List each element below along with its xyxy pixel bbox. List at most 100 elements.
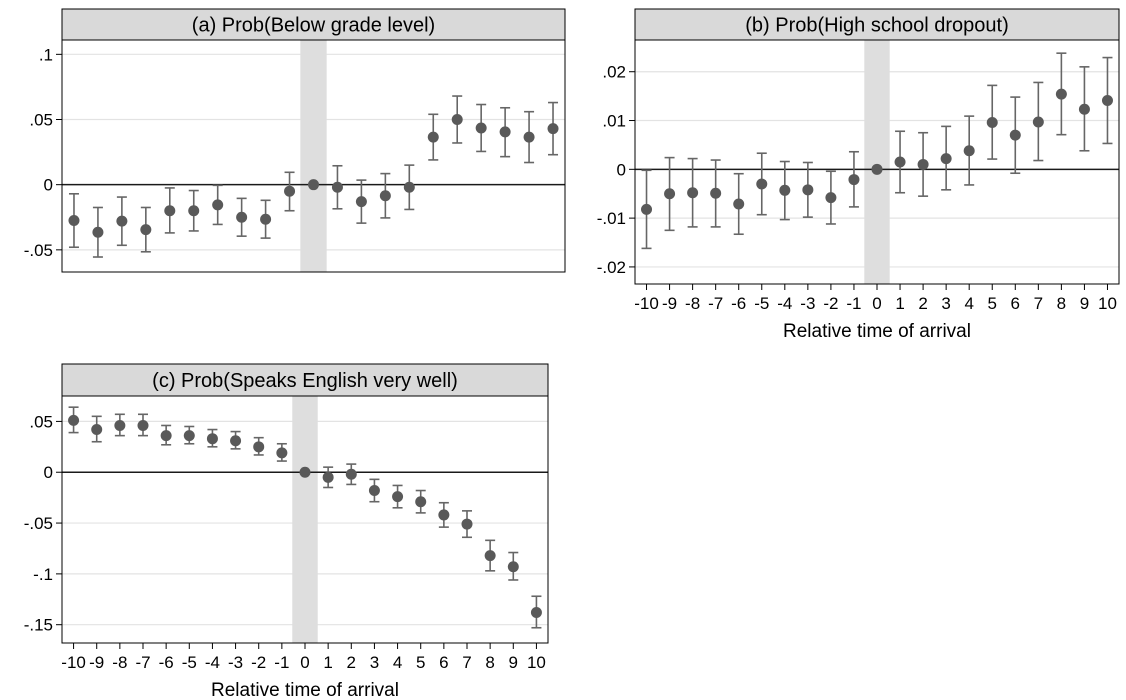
y-tick-label: .1 <box>39 45 53 64</box>
x-tick-label: -10 <box>634 294 659 313</box>
x-tick-label: -10 <box>61 653 86 672</box>
panel-title-bar <box>61 363 549 397</box>
data-point <box>986 116 998 128</box>
data-point <box>284 185 296 197</box>
data-point <box>1009 129 1021 141</box>
x-tick-label: -5 <box>182 653 197 672</box>
x-tick-label: 0 <box>300 653 309 672</box>
chart-panel-a: (a) Prob(Below grade level) -.05 0 .05 .1 <box>24 8 566 273</box>
data-point <box>253 441 265 453</box>
x-tick-label: -2 <box>251 653 266 672</box>
y-tick-label: -.01 <box>597 209 626 228</box>
data-point <box>871 163 883 175</box>
data-point <box>415 496 427 508</box>
x-tick-label: 5 <box>988 294 997 313</box>
data-point <box>451 114 463 126</box>
y-tick-label: .02 <box>602 63 626 82</box>
y-tick-label: 0 <box>44 176 53 195</box>
x-tick-label: -5 <box>754 294 769 313</box>
data-point <box>164 205 176 217</box>
data-point <box>802 184 814 196</box>
data-point <box>114 419 126 431</box>
y-tick-label: -.05 <box>24 241 53 260</box>
x-tick-label: 2 <box>918 294 927 313</box>
data-point <box>1101 95 1113 107</box>
y-tick-label: -.15 <box>24 616 53 635</box>
x-tick-label: -8 <box>112 653 127 672</box>
data-point <box>484 550 496 562</box>
data-point <box>825 192 837 204</box>
x-tick-label: -7 <box>708 294 723 313</box>
data-point <box>547 123 559 135</box>
x-tick-label: 6 <box>439 653 448 672</box>
data-point <box>260 213 272 225</box>
x-tick-label: 7 <box>1034 294 1043 313</box>
x-tick-label: 10 <box>527 653 546 672</box>
data-point <box>331 181 343 193</box>
x-tick-label: 6 <box>1011 294 1020 313</box>
data-point <box>212 199 224 211</box>
y-tick-label: 0 <box>44 463 53 482</box>
data-point <box>475 122 487 134</box>
x-tick-label: 8 <box>1057 294 1066 313</box>
data-point <box>183 430 195 442</box>
data-point <box>438 509 450 521</box>
x-tick-label: 2 <box>347 653 356 672</box>
data-point <box>756 178 768 190</box>
panel-title: (b) Prob(High school dropout) <box>745 15 1008 37</box>
shaded-band <box>292 396 318 643</box>
x-tick-label: -1 <box>274 653 289 672</box>
data-point <box>276 447 288 459</box>
data-point <box>523 131 535 143</box>
data-point <box>427 131 439 143</box>
data-point <box>355 196 367 208</box>
x-tick-label: -8 <box>685 294 700 313</box>
data-point <box>848 174 860 186</box>
data-point <box>641 203 653 215</box>
x-tick-label: 1 <box>895 294 904 313</box>
x-tick-label: -9 <box>89 653 104 672</box>
data-point <box>322 471 334 483</box>
x-tick-label: -7 <box>135 653 150 672</box>
data-point <box>68 215 80 227</box>
data-point <box>92 226 104 238</box>
x-tick-label: 4 <box>964 294 973 313</box>
x-tick-label: -1 <box>846 294 861 313</box>
y-tick-label: .05 <box>29 412 53 431</box>
data-point <box>236 211 248 223</box>
x-tick-label: 9 <box>509 653 518 672</box>
x-tick-label: 5 <box>416 653 425 672</box>
x-tick-label: -6 <box>731 294 746 313</box>
data-point <box>1078 103 1090 115</box>
x-tick-label: 3 <box>370 653 379 672</box>
x-tick-label: 10 <box>1098 294 1117 313</box>
data-point <box>664 188 676 200</box>
y-tick-label: -.02 <box>597 258 626 277</box>
data-point <box>68 414 80 426</box>
x-axis-title: Relative time of arrival <box>783 321 971 342</box>
x-tick-label: -9 <box>662 294 677 313</box>
data-point <box>507 561 519 573</box>
x-tick-label: -3 <box>228 653 243 672</box>
data-point <box>116 215 128 227</box>
panel-title: (c) Prob(Speaks English very well) <box>152 370 458 392</box>
data-point <box>91 424 103 436</box>
data-point <box>940 153 952 165</box>
shaded-band <box>864 40 890 284</box>
data-point <box>733 198 745 210</box>
x-tick-label: 0 <box>872 294 881 313</box>
x-tick-label: -4 <box>777 294 792 313</box>
data-point <box>379 190 391 202</box>
y-tick-label: .05 <box>29 111 53 130</box>
x-tick-label: 8 <box>485 653 494 672</box>
data-point <box>140 224 152 236</box>
data-point <box>345 468 357 480</box>
x-tick-label: -2 <box>823 294 838 313</box>
data-point <box>530 607 542 619</box>
x-tick-label: 9 <box>1080 294 1089 313</box>
panel-title-bar <box>61 8 566 41</box>
x-tick-label: 4 <box>393 653 402 672</box>
data-point <box>1032 116 1044 128</box>
y-tick-label: -.1 <box>33 565 53 584</box>
y-tick-label: -.05 <box>24 514 53 533</box>
